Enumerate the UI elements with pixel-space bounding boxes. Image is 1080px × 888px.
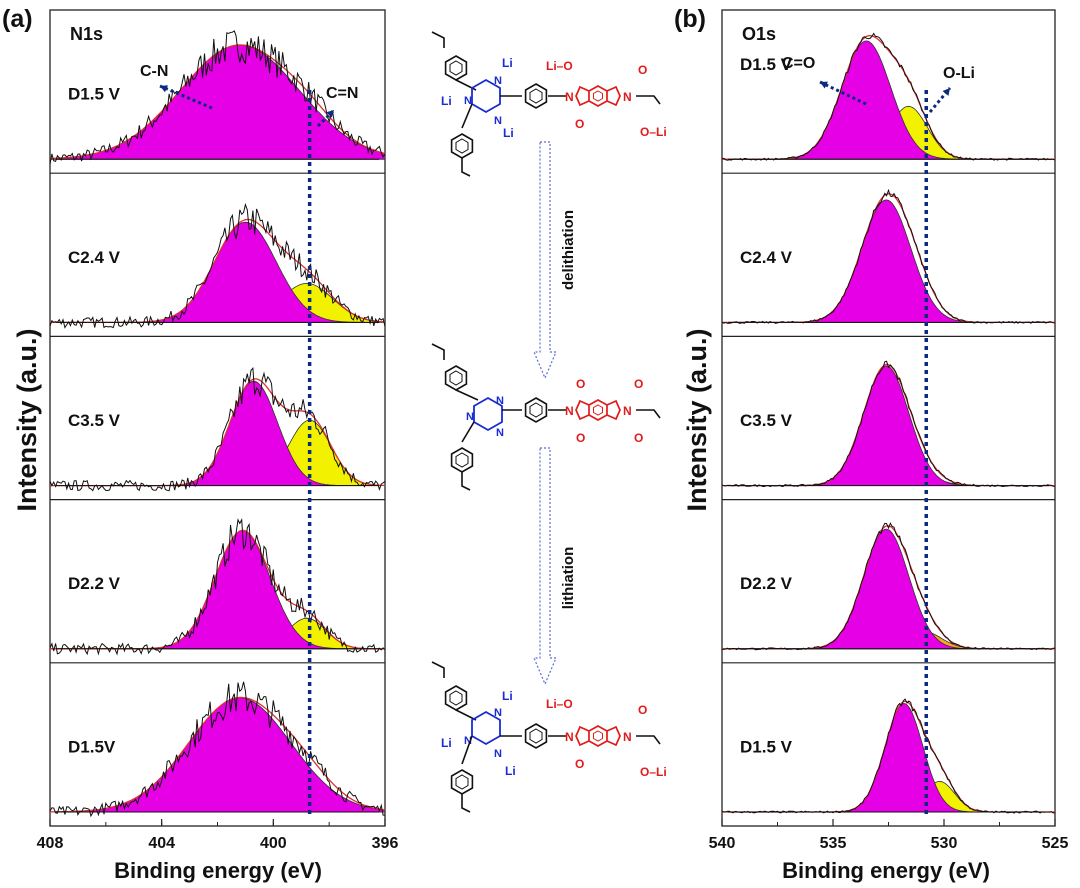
o-atom: O xyxy=(638,703,647,717)
n-atom: N xyxy=(565,404,574,418)
o-atom: O xyxy=(634,377,643,391)
structure-lithiated-bottom: N Li Li N N Li N N O O Li–O O–Li xyxy=(431,661,667,813)
raw-spectrum-2 xyxy=(49,366,386,492)
li-atom: Li xyxy=(441,736,452,750)
n-atom: N xyxy=(623,730,632,744)
spectrum-label-a: N1s xyxy=(70,24,103,44)
annotation-label: O-Li xyxy=(943,65,975,82)
ylabel-b: Intensity (a.u.) xyxy=(682,328,712,511)
li-atom: Li xyxy=(502,689,513,703)
li-o-label: Li–O xyxy=(546,59,573,73)
n-atom: N xyxy=(494,75,502,87)
lithiation-arrow xyxy=(533,447,557,686)
x-tick-label: 525 xyxy=(1042,835,1069,852)
panel-state-label: C3.5 V xyxy=(68,411,121,430)
peak-co-4 xyxy=(722,703,1055,813)
raw-spectrum-3 xyxy=(49,518,386,656)
x-tick-label: 530 xyxy=(931,835,958,852)
structure-lithiated-top: N Li Li N N Li N N O O Li–O O–Li xyxy=(431,31,667,177)
x-tick-label: 396 xyxy=(372,835,399,852)
o-atom: O xyxy=(634,431,643,445)
panel-state-label: D1.5 V xyxy=(740,737,793,756)
raw-spectrum-1 xyxy=(49,202,386,329)
o1s-chart: D1.5 V C2.4 V C3.5 V D2.2 V D1.5 V 540 535 530 5… xyxy=(709,9,1069,852)
n-atom: N xyxy=(623,404,632,418)
o-li-label: O–Li xyxy=(640,765,667,779)
xlabel-a: Binding energy (eV) xyxy=(114,858,322,883)
panel-state-label: C2.4 V xyxy=(68,248,121,267)
annotation-arrowhead xyxy=(326,110,334,118)
li-o-label: Li–O xyxy=(546,697,573,711)
li-atom: Li xyxy=(502,56,513,70)
x-tick-label: 404 xyxy=(148,835,175,852)
annotation-label: C=O xyxy=(782,55,815,72)
n-atom: N xyxy=(565,730,574,744)
ylabel-a: Intensity (a.u.) xyxy=(12,328,42,511)
panel-state-label: D2.2 V xyxy=(68,574,121,593)
panel-state-label: C2.4 V xyxy=(740,248,793,267)
structure-triazine-middle: N N N N N O O O O xyxy=(431,343,661,491)
annotation-arrow xyxy=(819,80,867,106)
n-atom: N xyxy=(623,90,632,104)
fit-envelope-4 xyxy=(50,696,386,813)
annotation-arrowhead xyxy=(942,88,950,96)
x-tick-label: 400 xyxy=(260,835,287,852)
reaction-scheme: N Li Li N N Li N N O O Li–O O–Li xyxy=(431,31,667,813)
panel-state-label: D2.2 V xyxy=(740,574,793,593)
o-atom: O xyxy=(575,117,584,131)
panel-state-label: D1.5 V xyxy=(68,85,121,104)
raw-spectrum-0 xyxy=(49,30,386,165)
o-atom: O xyxy=(576,377,585,391)
panel-state-label: C3.5 V xyxy=(740,411,793,430)
delithiation-label: delithiation xyxy=(560,210,577,290)
annotation-arrowhead xyxy=(820,81,828,89)
n-atom: N xyxy=(494,707,502,719)
o-atom: O xyxy=(575,757,584,771)
li-atom: Li xyxy=(441,94,452,108)
panel-state-label: D1.5 V xyxy=(740,55,793,74)
panel-label-a: (a) xyxy=(2,5,33,33)
x-tick-label: 540 xyxy=(709,835,736,852)
n1s-chart: D1.5 V C2.4 V C3.5 V D2.2 V D1.5V 408 404 400 39… xyxy=(37,9,399,852)
x-tick-label: 535 xyxy=(820,835,847,852)
o-li-label: O–Li xyxy=(640,125,667,139)
panel-state-label: D1.5V xyxy=(68,737,116,756)
annotation-label: C=N xyxy=(326,85,358,102)
n-atom: N xyxy=(496,395,504,407)
n-atom: N xyxy=(494,115,502,127)
xlabel-b: Binding energy (eV) xyxy=(782,858,990,883)
o-atom: O xyxy=(638,63,647,77)
x-tick-label: 408 xyxy=(37,835,64,852)
lithiation-label: lithiation xyxy=(560,547,577,610)
n-atom: N xyxy=(466,411,474,423)
delithiation-arrow xyxy=(533,141,557,380)
n-atom: N xyxy=(464,735,472,747)
o-atom: O xyxy=(576,431,585,445)
raw-spectrum-4 xyxy=(49,681,386,818)
annotation-label: C-N xyxy=(140,63,168,80)
li-atom: Li xyxy=(505,764,516,778)
annotation-arrowhead xyxy=(160,85,168,93)
n-atom: N xyxy=(565,90,574,104)
panel-label-b: (b) xyxy=(674,5,706,33)
li-atom: Li xyxy=(503,126,514,140)
n-atom: N xyxy=(464,95,472,107)
n-atom: N xyxy=(496,427,504,439)
n-atom: N xyxy=(494,748,502,760)
spectrum-label-b: O1s xyxy=(742,24,776,44)
